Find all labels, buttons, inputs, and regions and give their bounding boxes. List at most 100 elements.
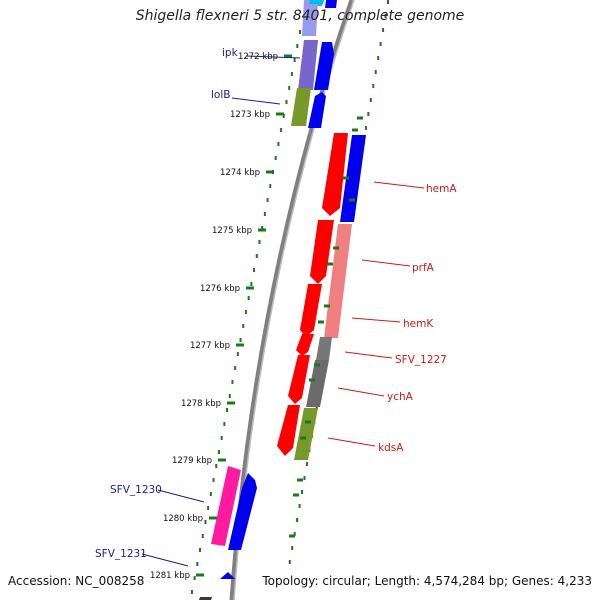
guide-dot [382,28,385,32]
guide-dot [228,394,231,398]
guide-dot [231,380,234,384]
gene-SFV_1227-block [296,334,332,360]
gene-label-SFV_1227: SFV_1227 [395,354,447,366]
gene-prfA-block [310,220,352,338]
guide-dot [234,366,237,370]
guide-dot [305,462,308,466]
guide-dot [303,476,306,480]
genome-title: Shigella flexneri 5 str. 8401, complete … [135,8,465,24]
guide-dot [298,504,301,508]
guide-dot [296,44,299,48]
guide-dot [223,422,226,426]
guide-dot [236,352,239,356]
guide-dot [217,450,220,454]
gene-hemA-block [322,133,366,222]
ruler-tick-mark [246,286,254,290]
ruler-tick-label: 1276 kbp [200,284,240,294]
guide-dot [285,100,288,104]
guide-dot [258,240,261,244]
ruler-ticks: 1272 kbp 1273 kbp 1274 kbp 1275 kbp 1276 kbp… [150,52,363,581]
ruler-minor-tick [324,304,330,308]
guide-dot [207,506,210,510]
guide-dot [263,212,266,216]
guide-dot [301,490,304,494]
guide-dot [299,30,301,34]
ruler-minor-tick [349,198,355,202]
gene-label-hemA: hemA [426,183,457,195]
ruler-minor-tick [357,116,363,120]
guide-dot [201,534,204,538]
ruler-tick-label: 1278 kbp [181,399,221,409]
top-partial-genes [302,0,337,36]
ruler-tick-mark [284,54,292,58]
guide-dot [288,86,291,90]
guide-dot [196,562,199,566]
guide-dot [190,590,193,594]
gene-lolB-block [291,88,326,128]
guide-dot [384,14,387,18]
gene-label-leader-line [157,489,205,503]
ruler-tick-mark [266,170,274,174]
gene-hemK-block [300,284,322,337]
gene-label-leader-line [337,387,385,397]
guide-dot [293,532,296,536]
gene-label-leader-line [327,437,376,447]
ruler-tick-label: 1279 kbp [172,456,212,466]
gene-partial-blue-2 [309,0,324,4]
guide-dot [255,254,258,258]
gene-kdsA-block [277,405,318,460]
gene-label-prfA: prfA [412,262,435,274]
guide-dot [269,184,272,188]
ruler-minor-tick [309,378,315,382]
guide-dot [244,310,247,314]
gene-ipk-block [298,40,334,90]
guide-dot [288,560,291,564]
ruler-minor-tick [352,128,358,132]
ruler-tick-mark [209,516,217,520]
gene-label-lolB: lolB [211,89,230,101]
gene-label-leader-line [373,181,425,189]
guide-dot [199,548,202,552]
ruler-tick-label: 1275 kbp [212,226,252,236]
ruler-minor-tick [318,320,324,324]
guide-dot [372,84,375,88]
ruler-tick-label: 1274 kbp [220,168,260,178]
guide-dot [290,72,293,76]
ruler-tick-mark [258,228,266,232]
gene-SFV_1231-block [220,572,235,579]
gene-label-leader-line [351,317,401,323]
gene-label-group: ipk lolB hemA prfA hemK SFV_1227 ychA kdsA SFV_1… [95,47,457,567]
gene-partial-bottom [199,597,212,600]
guide-dot [239,338,242,342]
guide-dot [296,518,299,522]
gene-label-ychA: ychA [387,391,414,403]
guide-dot [377,56,380,60]
guide-dot [387,0,389,4]
guide-dot [193,576,196,580]
guide-dot [367,112,370,116]
gene-label-SFV_1231: SFV_1231 [95,548,147,560]
ruler-tick-mark [218,458,226,462]
gene-label-SFV_1230: SFV_1230 [110,484,162,496]
guide-dot [242,324,245,328]
ruler-minor-tick [343,176,349,180]
guide-dot [250,282,253,286]
guide-dot [364,126,367,130]
guide-dot [215,464,218,468]
ruler-tick-label: 1277 kbp [190,341,230,351]
genome-summary-text: Topology: circular; Length: 4,574,284 bp… [262,574,592,588]
gene-label-kdsA: kdsA [378,442,404,454]
guide-dot [266,198,269,202]
guide-dot [253,268,256,272]
guide-dot [282,114,285,118]
guide-dot [280,128,283,132]
gene-label-leader-line [344,351,393,359]
guide-dot [277,142,280,146]
gene-label-leader-line [245,55,301,59]
ruler-minor-tick [300,436,306,440]
guide-dot [374,70,377,74]
ruler-minor-tick [293,493,299,497]
gene-SFV_1230-block [211,466,257,550]
